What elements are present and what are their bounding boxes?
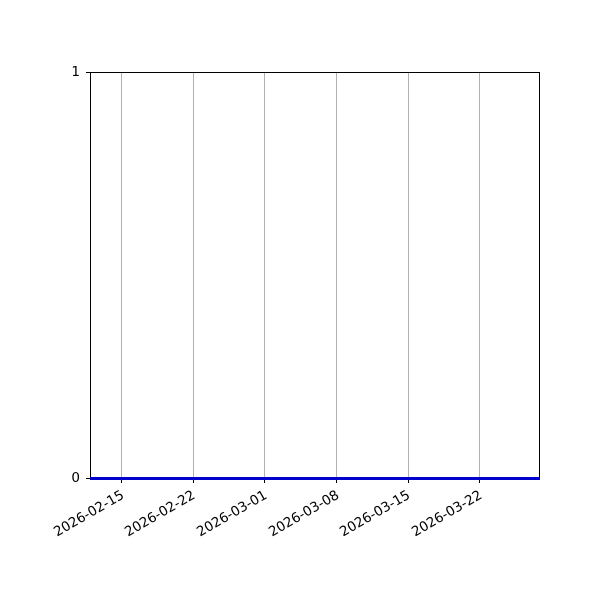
- y-tick-mark: [86, 478, 90, 479]
- y-tick-label: 0: [71, 470, 80, 486]
- gridline: [264, 73, 266, 478]
- x-tick-label: 2026-03-22: [408, 487, 485, 541]
- x-tick-label: 2026-03-01: [193, 487, 270, 541]
- gridline: [407, 73, 409, 478]
- x-tick-label: 2026-02-15: [50, 487, 127, 541]
- gridline: [121, 73, 123, 478]
- x-tick-label: 2026-02-22: [122, 487, 199, 541]
- x-tick-mark: [479, 479, 481, 483]
- x-tick-mark: [264, 479, 266, 483]
- x-tick-mark: [335, 479, 337, 483]
- gridline: [479, 73, 481, 478]
- data-line-series: [90, 477, 540, 480]
- x-tick-mark: [192, 479, 194, 483]
- y-tick-mark: [86, 72, 90, 73]
- x-tick-mark: [121, 479, 123, 483]
- y-tick-label: 1: [71, 64, 80, 80]
- gridline: [335, 73, 337, 478]
- gridline: [192, 73, 194, 478]
- x-tick-mark: [407, 479, 409, 483]
- x-tick-label: 2026-03-08: [265, 487, 342, 541]
- x-tick-label: 2026-03-15: [337, 487, 414, 541]
- plot-area: [90, 72, 540, 479]
